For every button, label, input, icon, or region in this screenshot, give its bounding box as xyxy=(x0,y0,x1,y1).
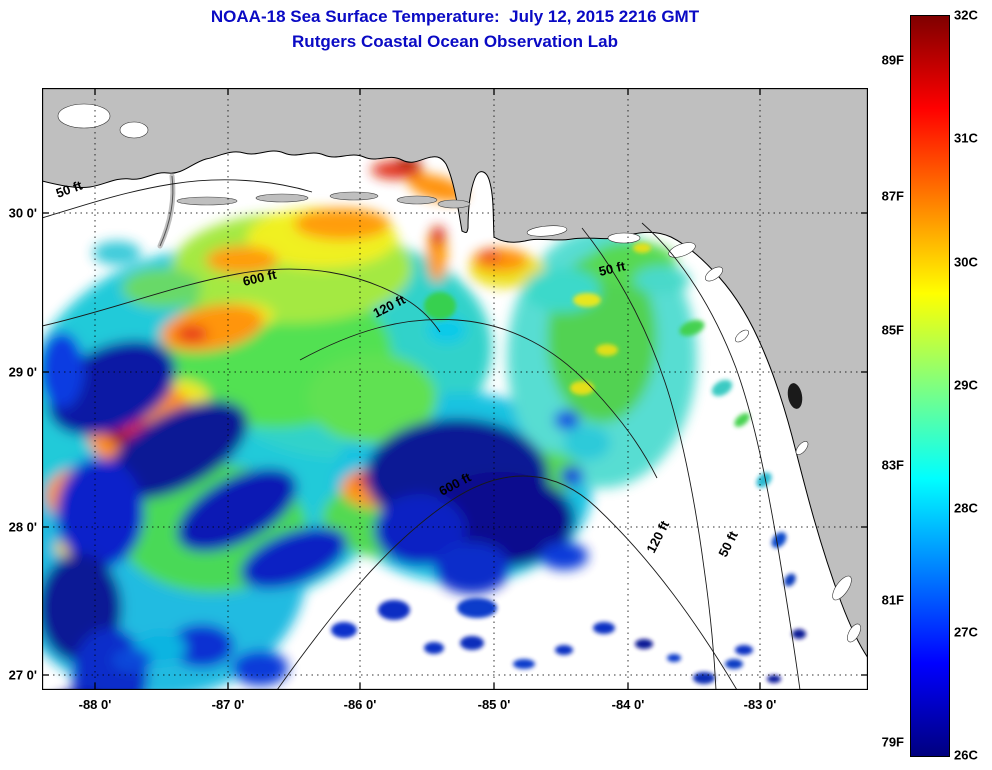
barrier-islands xyxy=(157,173,471,249)
map-border xyxy=(42,88,868,690)
axis-ticks xyxy=(42,88,868,690)
colorbar-c-label: 27C xyxy=(954,624,978,640)
sst-speckle-layer xyxy=(331,90,806,684)
x-tick-label: -86 0' xyxy=(343,697,377,712)
colorbar xyxy=(910,15,950,757)
land-mass xyxy=(42,88,868,659)
colorbar-f-label: 83F xyxy=(881,457,904,473)
colorbar-f-label: 87F xyxy=(881,188,904,204)
depth-contours xyxy=(42,179,801,690)
colorbar-c-label: 30C xyxy=(954,254,978,270)
x-tick-label: -84 0' xyxy=(611,697,645,712)
colorbar-c-label: 26C xyxy=(954,747,978,763)
inland-water xyxy=(57,103,861,643)
map-plot-area: 50 ft 600 ft 120 ft 50 ft 600 ft 120 ft … xyxy=(42,88,868,690)
sst-map: 50 ft 600 ft 120 ft 50 ft 600 ft 120 ft … xyxy=(42,88,868,690)
coastal-feature-blob xyxy=(787,383,803,409)
colorbar-f-label: 85F xyxy=(881,322,904,338)
x-tick-label: -88 0' xyxy=(78,697,112,712)
x-tick-label: -87 0' xyxy=(211,697,245,712)
colorbar-c-label: 32C xyxy=(954,7,978,23)
y-tick-label: 27 0' xyxy=(8,667,37,683)
colorbar-c-label: 29C xyxy=(954,377,978,393)
y-tick-label: 30 0' xyxy=(8,205,37,221)
y-tick-label: 29 0' xyxy=(8,364,37,380)
colorbar-f-label: 89F xyxy=(881,52,904,68)
figure-title: NOAA-18 Sea Surface Temperature: July 12… xyxy=(210,7,700,26)
sst-data-layer xyxy=(42,157,697,690)
contour-label-50ft-bend: 50 ft xyxy=(597,258,627,279)
colorbar-f-label: 79F xyxy=(881,734,904,750)
y-tick-label: 28 0' xyxy=(8,519,37,535)
x-tick-label: -85 0' xyxy=(477,697,511,712)
colorbar-c-label: 31C xyxy=(954,130,978,146)
grid-lines xyxy=(42,88,868,690)
figure-subtitle: Rutgers Coastal Ocean Observation Lab xyxy=(292,32,618,51)
colorbar-c-label: 28C xyxy=(954,500,978,516)
x-tick-label: -83 0' xyxy=(743,697,777,712)
colorbar-f-label: 81F xyxy=(881,592,904,608)
